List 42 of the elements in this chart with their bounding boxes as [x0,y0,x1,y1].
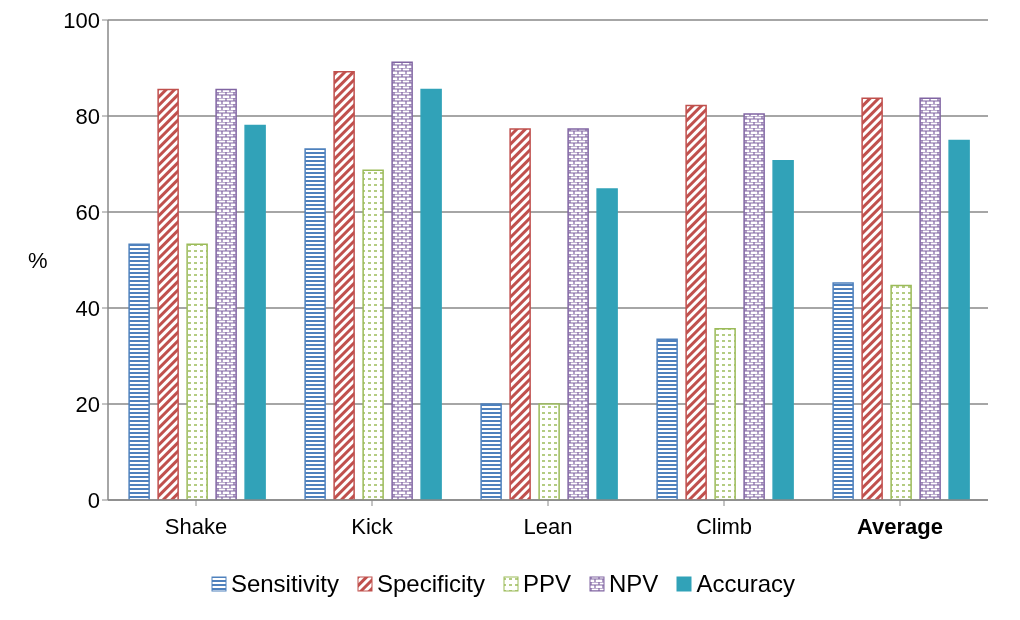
legend-label: PPV [523,570,572,598]
bar [538,403,560,500]
y-tick-label: 60 [75,199,100,225]
bar [861,97,883,500]
bar [596,188,618,500]
x-tick-label: Shake [164,514,228,539]
y-tick-label: 100 [63,7,100,33]
bar [420,88,442,500]
y-tick-label: 40 [75,295,100,321]
bar [333,71,355,500]
legend-label: Accuracy [696,570,796,598]
bar [304,148,326,500]
bar [567,128,589,500]
bar [128,243,150,500]
y-tick-label: 20 [75,391,100,417]
bar [714,327,736,500]
bar [772,159,794,500]
bar [890,284,912,500]
bar [656,338,678,500]
bar [157,88,179,500]
bar [832,282,854,500]
bar [215,88,237,500]
legend-label: Specificity [376,570,485,598]
bar [948,139,970,500]
bar [685,104,707,500]
y-axis-title: % [28,247,48,273]
bar [362,169,384,500]
bar [743,113,765,500]
bar [391,61,413,500]
legend-label: Sensitivity [230,570,339,598]
x-tick-label: Climb [695,514,753,539]
bar [480,403,502,500]
x-tick-label: Lean [523,514,573,539]
bar [244,124,266,500]
bar [509,128,531,500]
y-tick-label: 0 [87,487,100,513]
bar [919,97,941,500]
y-tick-label: 80 [75,103,100,129]
x-tick-label: Average [856,514,944,539]
legend-label: NPV [609,570,659,598]
x-tick-label: Kick [351,514,394,539]
bar [186,243,208,500]
